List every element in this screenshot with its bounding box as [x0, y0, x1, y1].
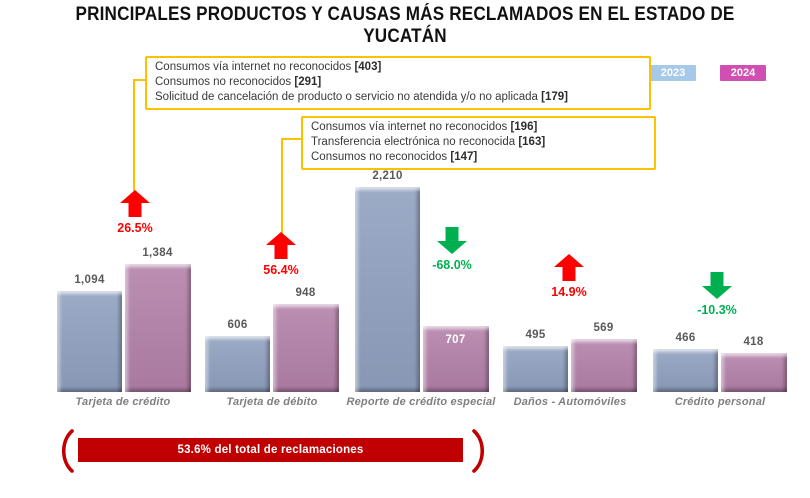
category-label: Tarjeta de débito: [226, 396, 318, 408]
left-parenthesis-decoration: [61, 429, 74, 473]
value-label-2023: 606: [227, 319, 248, 331]
cause-box-credit-card: Consumos vía internet no reconocidos [40…: [145, 56, 651, 110]
connector-line-debit-vertical: [281, 138, 283, 233]
connector-line-debit-horizontal: [281, 138, 303, 140]
change-arrow-up-icon: [266, 232, 296, 259]
bar-2023-4: [503, 346, 568, 392]
value-label-2024: 1,384: [142, 247, 173, 259]
bar-2024-3: [423, 326, 489, 392]
bar-2024-5: [721, 353, 787, 392]
change-percent-label: -10.3%: [697, 303, 737, 317]
value-label-2024: 418: [743, 336, 764, 348]
change-arrow-up-icon: [554, 254, 584, 281]
bar-2023-1: [57, 291, 122, 392]
cause-item: Consumos vía internet no reconocidos [19…: [311, 121, 538, 133]
change-arrow-down-icon: [437, 227, 467, 254]
category-label: Reporte de crédito especial: [346, 396, 496, 408]
bar-2023-5: [653, 349, 718, 392]
value-label-2023: 495: [525, 329, 546, 341]
value-label-2023: 466: [675, 332, 696, 344]
value-label-2024: 707: [445, 334, 466, 346]
value-label-2023: 2,210: [372, 170, 403, 182]
change-arrow-down-icon: [702, 272, 732, 299]
bar-2024-1: [125, 264, 191, 392]
bar-2024-2: [273, 304, 339, 392]
cause-item: Transferencia electrónica no reconocida …: [311, 136, 546, 148]
bar-2023-3: [355, 187, 420, 392]
cause-item: Consumos vía internet no reconocidos [40…: [155, 61, 382, 73]
bar-2023-2: [205, 336, 270, 392]
total-claims-banner: 53.6% del total de reclamaciones: [78, 438, 463, 462]
value-label-2024: 569: [593, 322, 614, 334]
cause-box-debit-card: Consumos vía internet no reconocidos [19…: [301, 116, 656, 170]
page-title: PRINCIPALES PRODUCTOS Y CAUSAS MÁS RECLA…: [75, 4, 735, 47]
category-label: Daños - Automóviles: [513, 396, 627, 408]
value-label-2023: 1,094: [74, 274, 105, 286]
change-percent-label: -68.0%: [432, 258, 472, 272]
legend-chip-2023: 2023: [650, 65, 696, 81]
change-percent-label: 56.4%: [263, 263, 299, 277]
value-label-2024: 948: [295, 287, 316, 299]
legend: 2023 2024: [650, 65, 766, 81]
change-percent-label: 14.9%: [551, 285, 587, 299]
cause-item: Solicitud de cancelación de producto o s…: [155, 91, 569, 103]
change-percent-label: 26.5%: [117, 221, 153, 235]
cause-item: Consumos no reconocidos [147]: [311, 151, 478, 163]
change-arrow-up-icon: [120, 190, 150, 217]
category-label: Tarjeta de crédito: [75, 396, 171, 408]
connector-line-credit-vertical: [133, 79, 135, 191]
cause-item: Consumos no reconocidos [291]: [155, 76, 322, 88]
bar-2024-4: [571, 339, 637, 392]
connector-line-credit-horizontal: [133, 79, 147, 81]
right-parenthesis-decoration: [472, 429, 485, 473]
category-label: Crédito personal: [674, 396, 766, 408]
legend-chip-2024: 2024: [720, 65, 766, 81]
